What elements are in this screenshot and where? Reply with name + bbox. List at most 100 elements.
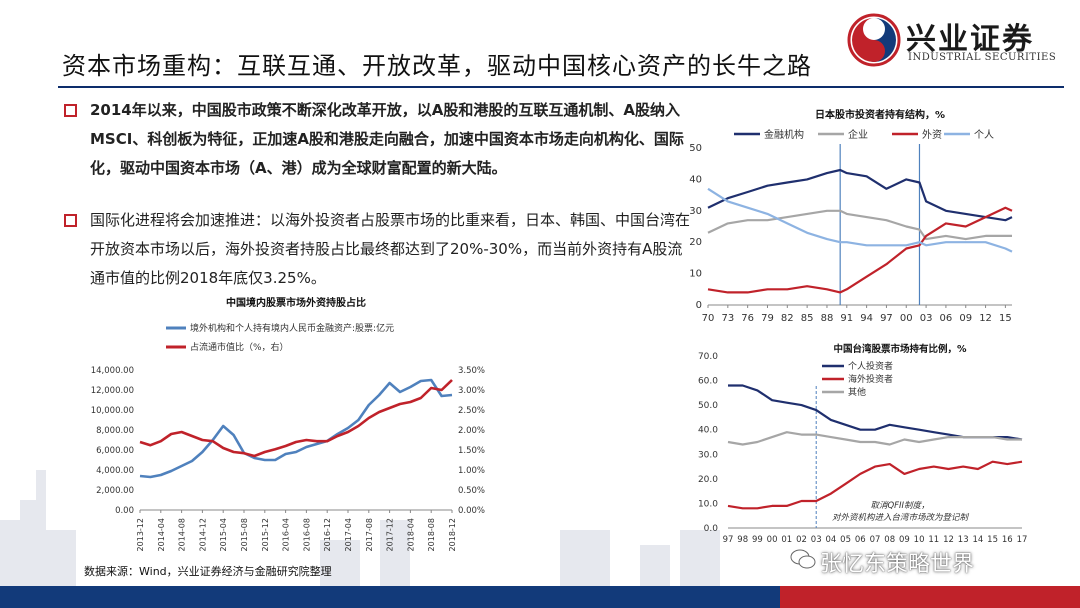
chart3-x-tick: 16 (1002, 535, 1013, 545)
chart1-x-tick: 2017-12 (386, 518, 395, 551)
logo-chinese-name: 兴业证券 (906, 22, 1034, 57)
chart1-yright-tick: 1.00% (458, 466, 485, 476)
chart2-x-tick: 70 (702, 313, 715, 324)
footer-bar (0, 586, 1080, 608)
chart3-y-tick: 10.0 (698, 499, 718, 509)
chart1-legend-label: 占流通市值比（%，右） (190, 341, 289, 353)
chart1-yright-tick: 2.50% (458, 406, 485, 416)
chart2-x-tick: 73 (721, 313, 734, 324)
chart2-y-tick: 50 (689, 143, 702, 154)
chart2-x-tick: 85 (801, 313, 814, 324)
wechat-icon (790, 549, 816, 569)
chart1-x-tick: 2014-04 (157, 518, 166, 551)
chart1-yleft-tick: 14,000.00 (91, 366, 134, 376)
chart2-x-tick: 09 (959, 313, 972, 324)
chart1-x-tick: 2014-12 (198, 518, 207, 551)
chart1-yright-tick: 3.00% (458, 386, 485, 396)
logo-english-name: INDUSTRIAL SECURITIES (908, 52, 1057, 63)
chart2-title: 日本股市投资者持有结构，% (815, 108, 945, 121)
company-logo: 兴业证券 INDUSTRIAL SECURITIES (846, 12, 1066, 72)
chart3-y-tick: 40.0 (698, 426, 718, 436)
bullet-text-2: 国际化进程将会加速推进：以海外投资者占股票市场的比重来看，日本、韩国、中国台湾在… (90, 211, 691, 287)
chart3-x-tick: 13 (958, 535, 969, 545)
chart3-x-tick: 12 (943, 535, 954, 545)
chart3-x-tick: 09 (899, 535, 910, 545)
chart3-x-tick: 08 (884, 535, 895, 545)
chart2-y-tick: 40 (689, 174, 702, 185)
chart1-x-tick: 2018-04 (406, 518, 415, 551)
chart1-x-tick: 2014-08 (178, 518, 187, 551)
chart1-legend-label: 境外机构和个人持有境内人民币金融资产:股票:亿元 (190, 322, 394, 334)
watermark-text: 张忆东策略世界 (820, 552, 975, 577)
chart2-y-tick: 20 (689, 237, 702, 248)
chart3-x-tick: 11 (928, 535, 939, 545)
chart2-series-line-3 (707, 187, 1013, 253)
chart1-x-tick: 2016-12 (323, 518, 332, 551)
chart3-x-tick: 97 (723, 535, 734, 545)
chart2-x-tick: 06 (940, 313, 953, 324)
footer-accent (780, 586, 1080, 608)
page-title: 资本市场重构：互联互通、开放改革，驱动中国核心资产的长牛之路 (62, 52, 812, 80)
chart3-y-tick: 0.0 (704, 524, 719, 534)
chart1-yright-tick: 2.00% (458, 426, 485, 436)
chart1-x-tick: 2015-08 (240, 518, 249, 551)
chart3-series-line-0 (728, 384, 1023, 441)
chart3-legend-label: 海外投资者 (848, 373, 893, 385)
chart2-x-tick: 91 (840, 313, 853, 324)
title-divider (58, 86, 1064, 88)
chart2-x-tick: 76 (741, 313, 754, 324)
chart3-x-tick: 02 (796, 535, 807, 545)
bullet-square-icon (64, 104, 77, 117)
bullet-item-2: 国际化进程将会加速推进：以海外投资者占股票市场的比重来看，日本、韩国、中国台湾在… (64, 206, 694, 293)
chart1-x-tick: 2017-04 (344, 518, 353, 551)
chart3-y-tick: 70.0 (698, 352, 718, 362)
chart2-legend-label: 个人 (974, 129, 994, 141)
chart3-legend-label: 个人投资者 (848, 360, 893, 372)
chart1-series-ratio-line (139, 379, 453, 458)
chart3-y-tick: 60.0 (698, 377, 718, 387)
chart3-x-tick: 06 (855, 535, 866, 545)
chart1-yleft-tick: 0.00 (115, 506, 134, 516)
chart1-yleft-tick: 10,000.00 (91, 406, 134, 416)
chart2-series-line-2 (707, 206, 1013, 294)
chart2-x-tick: 15 (999, 313, 1012, 324)
chart2-y-tick: 30 (689, 206, 702, 217)
chart1-yright-tick: 1.50% (458, 446, 485, 456)
bullet-item-1: 2014年以来，中国股市政策不断深化改革开放，以A股和港股的互联互通机制、A股纳… (64, 96, 694, 183)
bullet-square-icon (64, 214, 77, 227)
chart3-annotation-line1: 取消QFII制度， (870, 500, 929, 511)
chart1-x-tick: 2018-12 (448, 518, 457, 551)
chart1-x-tick: 2013-12 (136, 518, 145, 551)
chart1-yleft-tick: 2,000.00 (96, 486, 134, 496)
chart3-series-line-2 (727, 431, 1022, 446)
chart3-series-line-1 (727, 460, 1023, 510)
chart2-legend-label: 外资 (922, 129, 942, 141)
chart3-annotation-line2: 对外资机构进入台湾市场改为登记制 (832, 512, 970, 523)
chart2-series-line-0 (707, 168, 1013, 222)
chart1-yleft-tick: 4,000.00 (96, 466, 134, 476)
chart1-x-tick: 2018-08 (427, 518, 436, 551)
chart3-legend-label: 其他 (848, 386, 866, 398)
chart1-yleft-tick: 6,000.00 (96, 446, 134, 456)
chart3-x-tick: 00 (767, 535, 778, 545)
chart1-yleft-tick: 12,000.00 (91, 386, 134, 396)
chart3-x-tick: 01 (781, 535, 792, 545)
chart3-x-tick: 04 (825, 535, 836, 545)
chart2-legend-label: 金融机构 (764, 128, 804, 141)
chart1-series-holdings-line (139, 378, 453, 479)
chart3-y-tick: 30.0 (698, 450, 718, 460)
chart1-x-tick: 2017-08 (365, 518, 374, 551)
chart1-yright-tick: 0.00% (458, 506, 485, 516)
chart2-x-tick: 00 (900, 313, 913, 324)
chart2-y-tick: 10 (689, 269, 702, 280)
chart1-yleft-tick: 8,000.00 (96, 426, 134, 436)
chart2-x-tick: 82 (781, 313, 794, 324)
chart2-series-line-1 (707, 209, 1012, 241)
chart3-x-tick: 15 (987, 535, 998, 545)
chart1-x-tick: 2015-04 (219, 518, 228, 551)
chart3-x-tick: 07 (870, 535, 881, 545)
chart2-x-tick: 03 (920, 313, 933, 324)
chart2-y-tick: 0 (696, 300, 702, 311)
